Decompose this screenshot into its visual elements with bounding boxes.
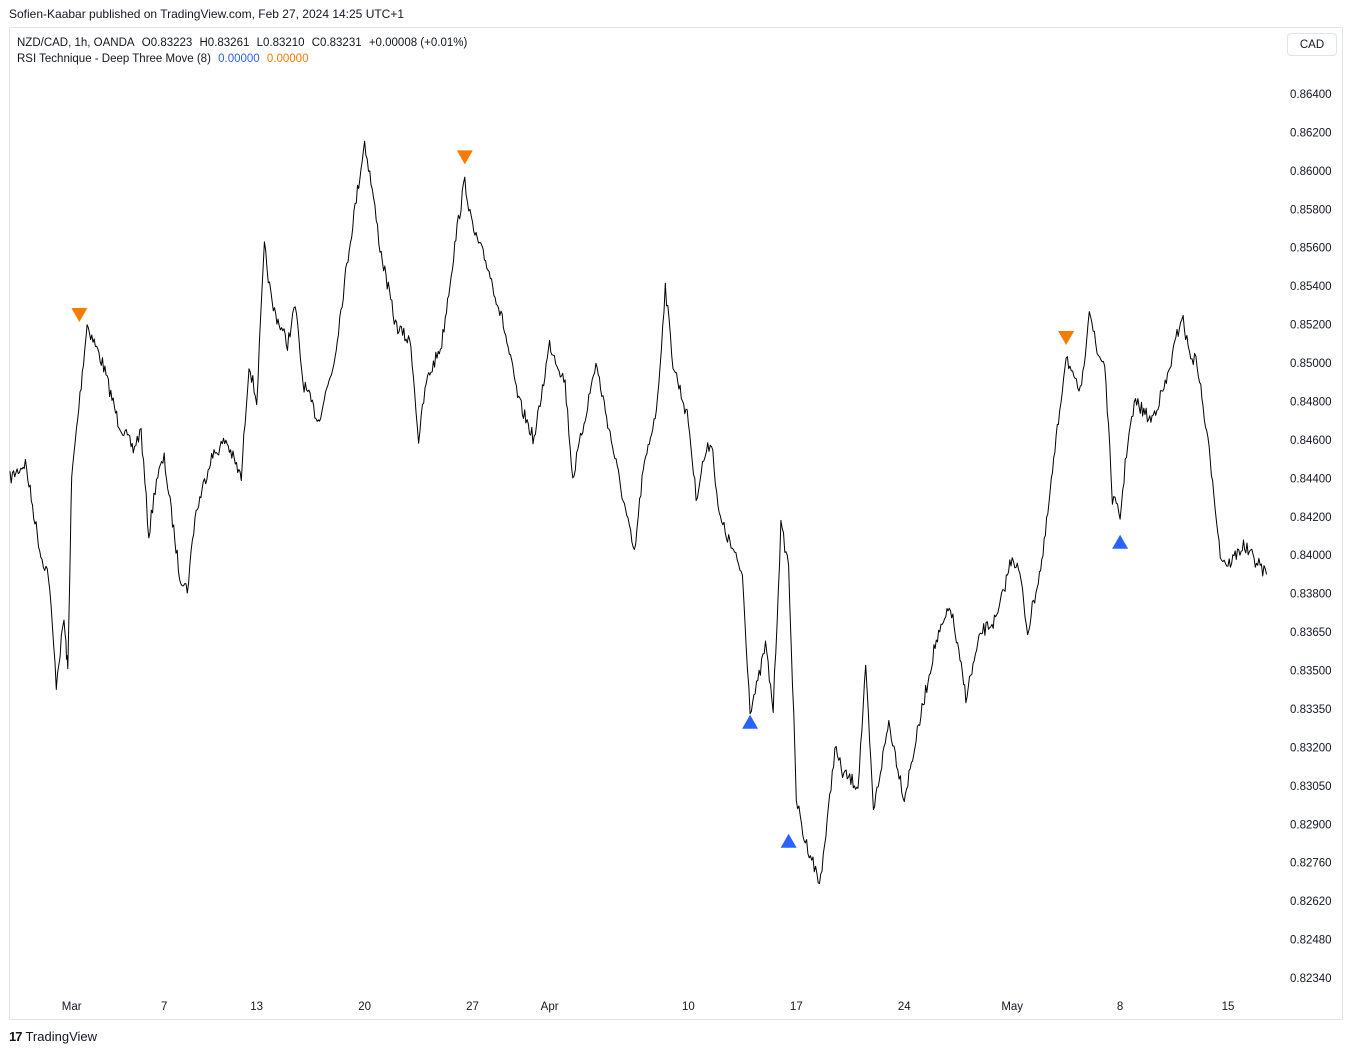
price-tick-label: 0.86200 [1290, 127, 1332, 139]
close-value: C0.83231 [311, 37, 362, 49]
time-tick-label: 17 [790, 1001, 803, 1013]
price-series-line [9, 140, 1268, 885]
bullish-signal-marker [1112, 534, 1129, 549]
price-tick-label: 0.83050 [1290, 781, 1332, 793]
time-tick-label: 27 [466, 1001, 479, 1013]
bullish-signal-marker [780, 833, 797, 848]
price-tick-label: 0.82620 [1290, 896, 1332, 908]
change-value: +0.00008 (+0.01%) [368, 37, 468, 49]
series-layer [9, 140, 1268, 885]
chart-frame[interactable] [9, 27, 1343, 1020]
price-tick-label: 0.85600 [1290, 243, 1332, 255]
price-tick-label: 0.82480 [1290, 935, 1332, 947]
price-tick-label: 0.83200 [1290, 742, 1332, 754]
time-tick-label: Apr [541, 1001, 559, 1013]
tradingview-brand[interactable]: 17 TradingView [9, 1029, 97, 1044]
price-tick-label: 0.86400 [1290, 89, 1332, 101]
indicator-name: RSI Technique - Deep Three Move (8) [17, 53, 211, 65]
signals-layer [71, 150, 1129, 848]
bullish-signal-marker [742, 714, 759, 729]
indicator-value-1: 0.00000 [218, 53, 260, 65]
indicator-value-2: 0.00000 [266, 53, 309, 65]
symbol-label: NZD/CAD, 1h, OANDA [17, 37, 135, 49]
price-tick-label: 0.86000 [1290, 166, 1332, 178]
time-axis: Mar 7 13 20 27 Apr 10 17 24 May 8 15 [62, 1001, 1235, 1013]
price-tick-label: 0.83650 [1290, 627, 1332, 639]
currency-button[interactable]: CAD [1287, 33, 1337, 56]
tradingview-logo-icon: 17 [9, 1029, 23, 1044]
price-tick-label: 0.85400 [1290, 281, 1332, 293]
high-value: H0.83261 [199, 37, 250, 49]
price-tick-label: 0.85000 [1290, 358, 1332, 370]
time-tick-label: 24 [898, 1001, 911, 1013]
price-tick-label: 0.83350 [1290, 704, 1332, 716]
price-tick-label: 0.82760 [1290, 858, 1332, 870]
bearish-signal-marker [1058, 331, 1075, 346]
price-tick-label: 0.84000 [1290, 550, 1332, 562]
tradingview-brand-label: TradingView [25, 1029, 98, 1044]
time-tick-label: 7 [161, 1001, 167, 1013]
price-tick-label: 0.84800 [1290, 396, 1332, 408]
time-tick-label: 13 [250, 1001, 263, 1013]
symbol-legend-row: NZD/CAD, 1h, OANDA O0.83223 H0.83261 L0.… [17, 35, 471, 51]
price-axis: 0.86400 0.86200 0.86000 0.85800 0.85600 0.854… [1290, 89, 1332, 985]
price-tick-label: 0.84600 [1290, 435, 1332, 447]
price-tick-label: 0.84400 [1290, 473, 1332, 485]
time-tick-label: Mar [62, 1001, 82, 1013]
publish-line: Sofien-Kaabar published on TradingView.c… [9, 7, 405, 21]
price-tick-label: 0.82340 [1290, 973, 1332, 985]
chart-legend: NZD/CAD, 1h, OANDA O0.83223 H0.83261 L0.… [17, 35, 471, 67]
price-tick-label: 0.83500 [1290, 666, 1332, 678]
indicator-legend-row[interactable]: RSI Technique - Deep Three Move (8) 0.00… [17, 51, 471, 67]
time-tick-label: 15 [1222, 1001, 1235, 1013]
price-tick-label: 0.84200 [1290, 512, 1332, 524]
open-value: O0.83223 [141, 37, 193, 49]
bearish-signal-marker [71, 308, 88, 322]
price-tick-label: 0.82900 [1290, 819, 1332, 831]
price-tick-label: 0.83800 [1290, 589, 1332, 601]
low-value: L0.83210 [256, 37, 305, 49]
price-tick-label: 0.85200 [1290, 320, 1332, 332]
bearish-signal-marker [456, 150, 473, 165]
time-tick-label: May [1001, 1001, 1023, 1013]
time-tick-label: 10 [682, 1001, 695, 1013]
time-tick-label: 20 [358, 1001, 371, 1013]
time-tick-label: 8 [1117, 1001, 1123, 1013]
price-tick-label: 0.85800 [1290, 204, 1332, 216]
